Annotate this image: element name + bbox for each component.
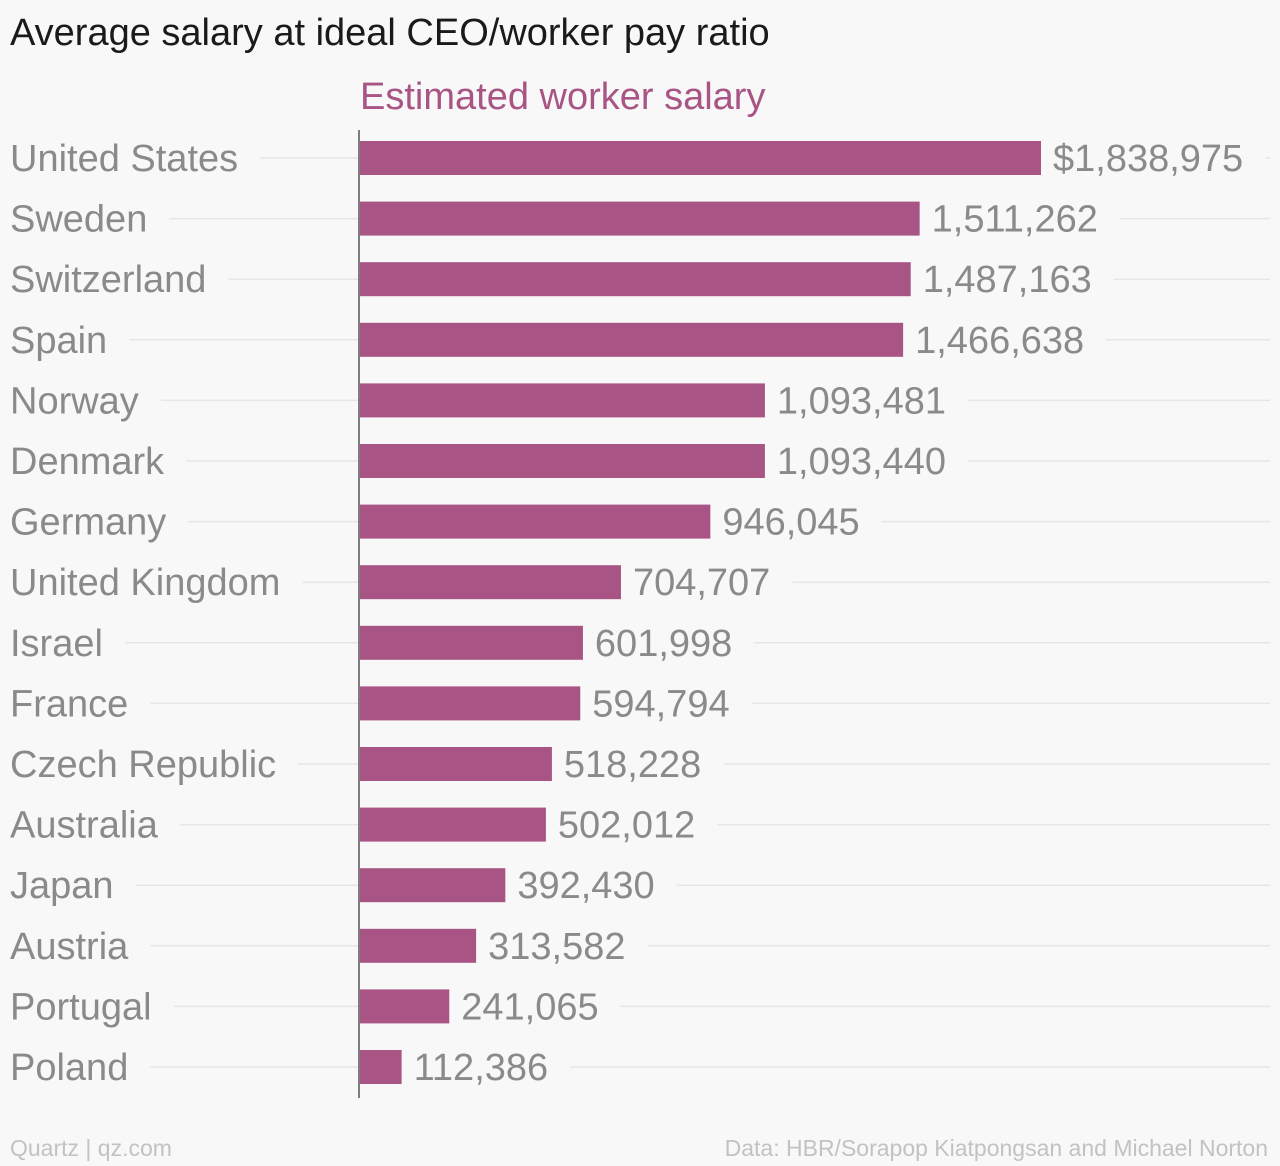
category-label: Austria [10, 926, 129, 968]
value-label: 518,228 [564, 744, 701, 786]
category-label: Czech Republic [10, 744, 276, 786]
category-label: Poland [10, 1047, 128, 1089]
bar [360, 201, 920, 236]
value-label: 313,582 [488, 926, 625, 968]
bar [360, 504, 711, 539]
bar [360, 747, 552, 781]
bar [360, 928, 477, 963]
category-label: Sweden [10, 199, 147, 241]
bar [360, 565, 621, 600]
value-label: 601,998 [595, 623, 732, 665]
category-label: Portugal [10, 986, 152, 1028]
value-label: 392,430 [517, 865, 654, 907]
bar [360, 1050, 402, 1084]
bar [360, 262, 911, 297]
bar [360, 322, 904, 357]
category-label: Israel [10, 623, 103, 665]
bar [360, 989, 450, 1024]
category-label: Japan [10, 865, 114, 907]
value-label: 241,065 [461, 986, 598, 1028]
category-label: United States [10, 138, 238, 180]
value-label: 1,093,481 [777, 380, 946, 422]
category-label: United Kingdom [10, 562, 280, 604]
category-label: Norway [10, 380, 139, 422]
category-label: Germany [10, 502, 166, 544]
bar [360, 141, 1041, 175]
value-label: 1,466,638 [915, 320, 1084, 362]
bar [360, 868, 506, 903]
series-label: Estimated worker salary [360, 76, 766, 118]
footer-credit: Quartz | qz.com [10, 1135, 172, 1161]
bar [360, 625, 583, 660]
category-label: France [10, 683, 128, 725]
value-label: 1,093,440 [777, 441, 946, 483]
bar [360, 807, 546, 842]
bar [360, 686, 581, 721]
value-label: 502,012 [558, 805, 695, 847]
category-label: Spain [10, 320, 107, 362]
chart-title: Average salary at ideal CEO/worker pay r… [10, 12, 770, 54]
category-label: Australia [10, 805, 159, 847]
value-label: 946,045 [722, 502, 859, 544]
value-label: $1,838,975 [1053, 138, 1243, 180]
bar [360, 383, 765, 418]
value-label: 1,511,262 [932, 199, 1098, 241]
value-label: 1,487,163 [923, 259, 1092, 301]
category-label: Denmark [10, 441, 165, 483]
bar [360, 444, 765, 478]
footer-source: Data: HBR/Sorapop Kiatpongsan and Michae… [724, 1135, 1268, 1161]
value-label: 594,794 [592, 683, 729, 725]
value-label: 112,386 [414, 1047, 549, 1089]
value-label: 704,707 [633, 562, 770, 604]
category-label: Switzerland [10, 259, 206, 301]
